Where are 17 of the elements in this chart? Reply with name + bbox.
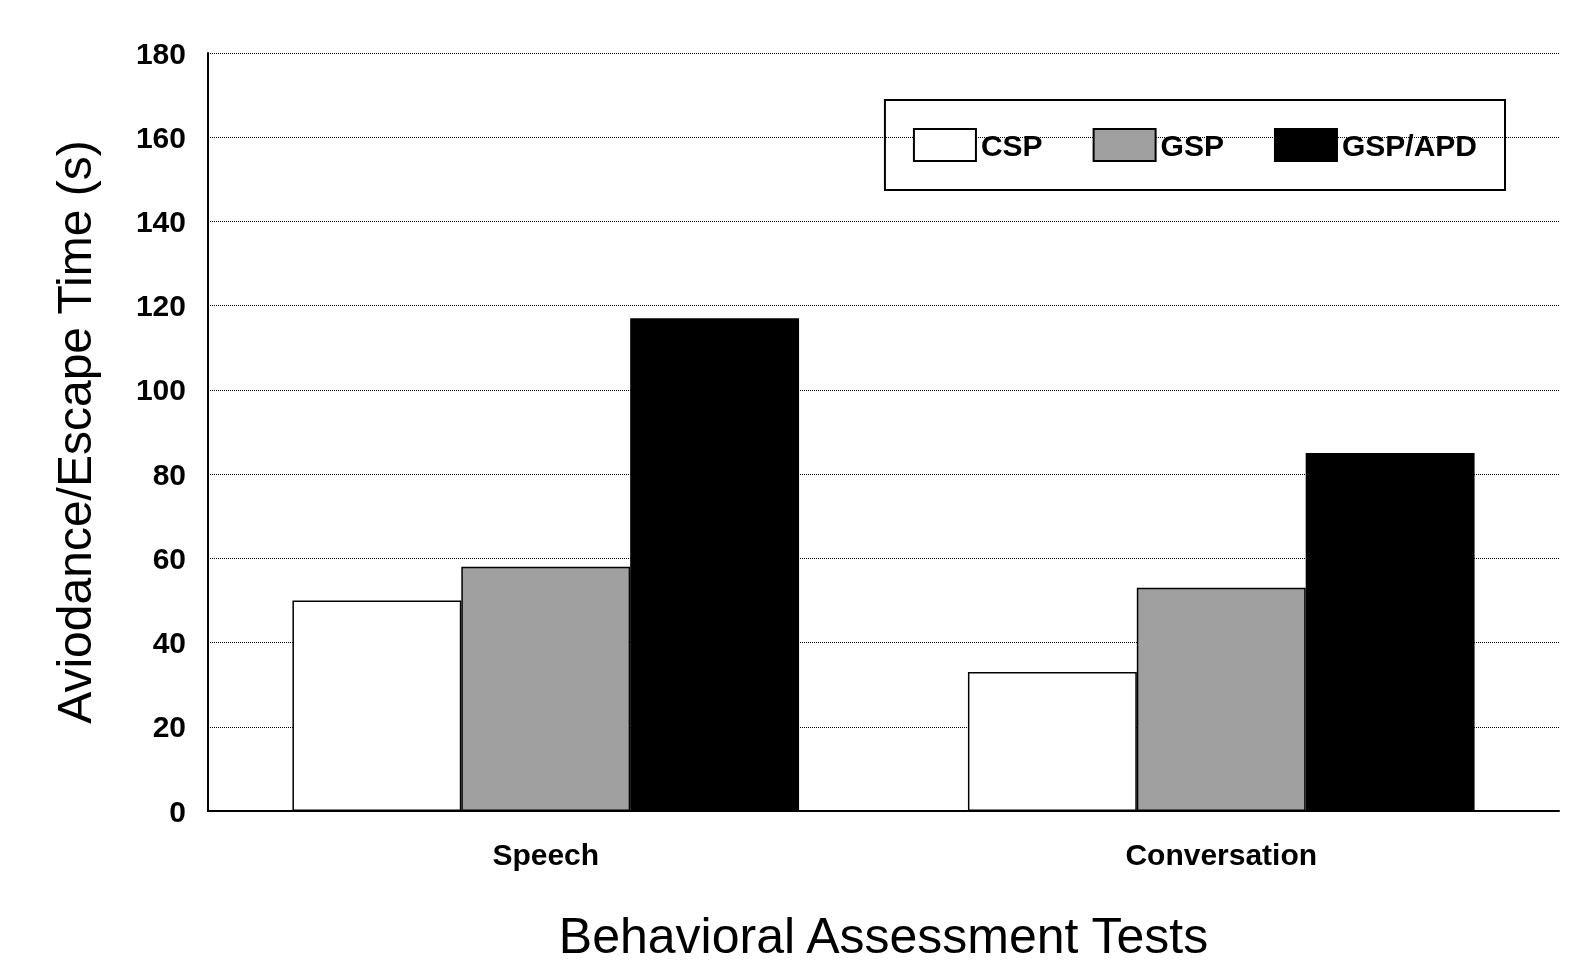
legend-label: GSP: [1160, 128, 1224, 162]
y-tick-label: 20: [152, 710, 186, 744]
legend-label: CSP: [980, 128, 1043, 162]
x-tick-label: Speech: [492, 837, 600, 871]
y-tick-label: 0: [169, 794, 186, 828]
y-tick-label: 100: [135, 373, 186, 407]
y-axis-title: Aviodance/Escape Time (s): [47, 140, 101, 724]
y-tick-label: 80: [152, 457, 186, 491]
y-tick-label: 40: [152, 626, 186, 660]
y-tick-label: 120: [135, 289, 186, 323]
y-tick-label: 180: [135, 36, 186, 70]
y-tick-label: 60: [152, 541, 186, 575]
legend-label: GSP/APD: [1341, 128, 1477, 162]
x-axis-title: Behavioral Assessment Tests: [558, 908, 1209, 964]
y-tick-label: 140: [135, 204, 186, 238]
y-tick-label: 160: [135, 120, 186, 154]
x-tick-label: Conversation: [1125, 837, 1318, 871]
